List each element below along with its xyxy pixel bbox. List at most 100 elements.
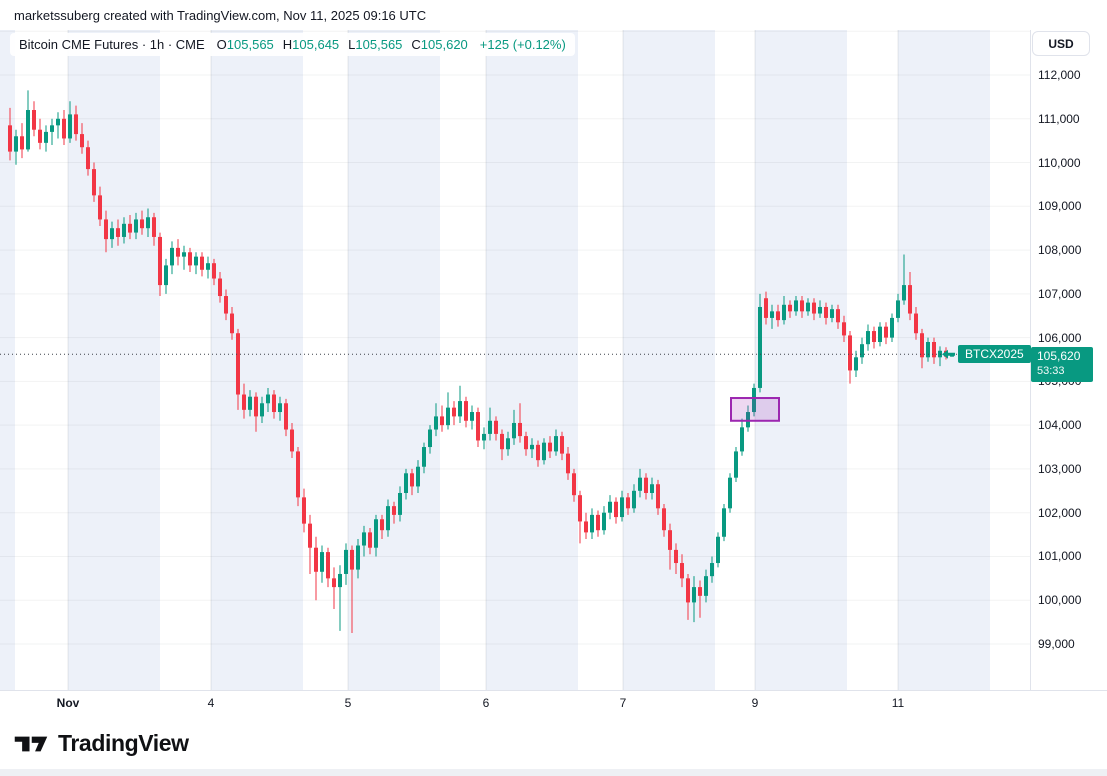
candle-body [710,563,714,577]
candle-body [698,587,702,596]
candle-body [812,302,816,314]
candle-body [848,335,852,371]
change-value: +125 (+0.12%) [479,37,566,52]
series-symbol-label: BTCX2025 [958,345,1031,364]
price-axis-label: 100,000 [1038,593,1082,608]
candle-body [62,118,66,139]
candle-body [140,219,144,229]
candle-body [596,514,600,531]
candle-body [356,545,360,570]
attribution-bar: marketssuberg created with TradingView.c… [0,0,1107,30]
candle-body [680,563,684,579]
candle-body [878,326,882,342]
candle-body [428,429,432,448]
price-axis-label: 109,000 [1038,199,1082,214]
candle-body [572,473,576,496]
candle-body [224,296,228,314]
candle-body [398,492,402,515]
candle-body [98,195,102,220]
currency-toggle-button[interactable]: USD [1032,31,1090,56]
time-axis-label: 5 [344,696,352,710]
candle-body [80,134,84,148]
candle-body [500,433,504,450]
time-axis-label: Nov [56,696,80,710]
candle-body [764,298,768,318]
candle-body [578,495,582,522]
candle-body [602,512,606,531]
candle-body [824,306,828,318]
candle-body [512,422,516,439]
high-value: H105,645 [282,37,340,52]
candle-body [50,125,54,132]
candle-body [458,401,462,417]
candle-body [176,247,180,257]
candle-body [818,306,822,314]
candle-body [836,309,840,323]
candle-body [320,552,324,572]
candle-body [716,536,720,564]
candle-body [26,110,30,150]
candle-body [686,578,690,603]
candle-body [614,501,618,518]
session-band [755,30,847,690]
session-band [0,30,15,690]
bar-countdown: 53:33 [1037,364,1065,377]
candle-body [620,497,624,518]
candle-body [344,549,348,574]
candle-body [206,263,210,270]
open-value: O105,565 [216,37,274,52]
candle-body [740,427,744,452]
candle-body [182,252,186,257]
session-band [486,30,578,690]
time-axis-label: 9 [751,696,759,710]
candle-body [566,453,570,474]
candle-body [416,466,420,487]
tradingview-logo-icon [14,736,48,751]
candle-body [788,304,792,312]
candle-body [14,136,18,152]
rectangle-annotation[interactable] [730,397,780,422]
candle-body [728,477,732,509]
candle-body [482,433,486,441]
candle-body [758,306,762,388]
candle-body [608,501,612,513]
price-axis-label: 103,000 [1038,461,1082,476]
price-axis-label: 102,000 [1038,505,1082,520]
candle-body [218,278,222,297]
candle-body [302,497,306,524]
candle-body [128,223,132,233]
last-price-badge: 105,620 53:33 [1031,346,1093,382]
time-axis-label: 7 [619,696,627,710]
candle-body [554,436,558,452]
candle-body [548,442,552,452]
candle-body [380,519,384,531]
candle-body [68,114,72,139]
candle-body [638,477,642,491]
symbol-title: Bitcoin CME Futures · 1h · CME [19,37,205,52]
candle-body [704,576,708,596]
candle-body [926,341,930,358]
candle-body [692,587,696,603]
candle-body [896,300,900,318]
candle-body [134,219,138,233]
candle-body [452,407,456,417]
candle-body [914,313,918,334]
candle-body [146,217,150,229]
candle-body [434,416,438,430]
session-band [348,30,440,690]
candle-body [860,344,864,358]
candle-body [854,357,858,371]
time-scale[interactable] [0,691,1030,718]
candle-body [164,265,168,286]
symbol-legend[interactable]: Bitcoin CME Futures · 1h · CME O105,565 … [10,33,575,56]
candle-body [890,317,894,338]
candle-body [932,341,936,358]
candle-body [20,136,24,150]
price-axis-label: 106,000 [1038,330,1082,345]
candle-body [254,396,258,417]
candle-body [116,228,120,237]
price-axis-label: 108,000 [1038,243,1082,258]
candle-body [590,514,594,533]
